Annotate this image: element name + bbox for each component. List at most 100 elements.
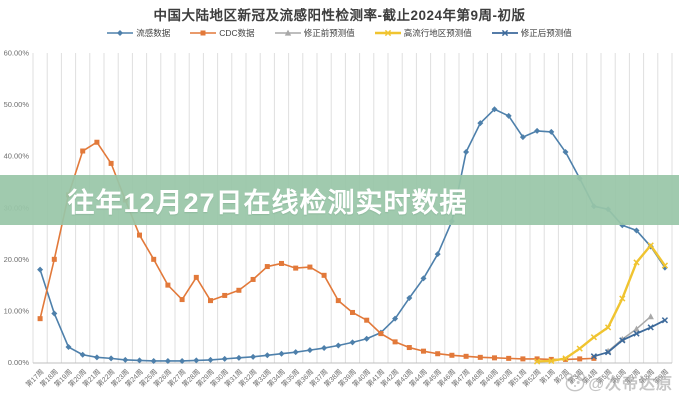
y-axis-label: 20.00% [4, 255, 30, 264]
data-point-cdc-data [279, 260, 284, 266]
data-point-flu-data [463, 149, 470, 156]
data-point-cdc-data [364, 317, 370, 323]
chart-title: 中国大陆地区新冠及流感阳性检测率-截止2024年第9周-初版 [153, 8, 526, 23]
data-point-flu-data [321, 345, 328, 352]
y-axis-label: 10.00% [4, 306, 30, 315]
data-point-high-prevalence-forecast [576, 345, 583, 352]
data-point-flu-data [534, 127, 541, 134]
data-point-high-prevalence-forecast [619, 295, 626, 302]
data-point-cdc-data [463, 353, 469, 359]
data-point-cdc-data [151, 256, 157, 262]
data-point-cdc-data [392, 339, 398, 345]
data-point-flu-data [349, 339, 356, 346]
legend-item-pre-correction-forecast: 修正前预测值 [274, 27, 355, 39]
data-point-high-prevalence-forecast [633, 259, 640, 266]
data-point-post-correction-forecast [604, 349, 612, 356]
data-point-cdc-data [236, 287, 242, 293]
data-point-cdc-data [321, 272, 327, 278]
data-point-flu-data [633, 227, 640, 234]
data-point-flu-data [150, 357, 157, 364]
data-point-flu-data [250, 353, 257, 360]
data-point-flu-data [562, 149, 569, 156]
y-axis-label: 50.00% [4, 100, 30, 109]
data-point-cdc-data [350, 309, 355, 315]
data-point-flu-data [477, 120, 484, 127]
data-point-cdc-data [193, 274, 199, 280]
data-point-cdc-data [335, 298, 341, 304]
data-point-cdc-data [108, 160, 114, 166]
data-point-flu-data [221, 355, 228, 362]
data-point-flu-data [207, 356, 214, 363]
data-point-flu-data [264, 352, 271, 359]
data-point-flu-data [306, 347, 313, 354]
data-point-flu-data [335, 342, 342, 349]
data-point-flu-data [108, 355, 115, 362]
legend-item-post-correction-forecast: 修正后预测值 [491, 27, 572, 39]
data-point-flu-data [179, 357, 186, 364]
data-point-flu-data [392, 315, 399, 322]
data-point-cdc-data [577, 356, 583, 362]
data-point-cdc-data [208, 298, 213, 304]
data-point-flu-data [79, 351, 86, 358]
legend-marker-cdc-data [190, 30, 217, 36]
data-point-flu-data [65, 344, 72, 351]
data-point-flu-data [93, 354, 100, 361]
data-point-flu-data [420, 275, 427, 282]
data-point-flu-data [519, 134, 526, 141]
data-point-post-correction-forecast [590, 353, 598, 360]
data-point-cdc-data [378, 331, 384, 337]
data-point-flu-data [548, 128, 555, 135]
data-point-cdc-data [477, 354, 483, 360]
data-point-cdc-data [534, 356, 540, 362]
data-point-cdc-data [137, 232, 142, 238]
overlay-banner: 往年12月27日在线检测实时数据 [0, 175, 679, 225]
legend-label-flu-data: 流感数据 [136, 28, 171, 38]
data-point-cdc-data [449, 352, 455, 358]
data-point-cdc-data [421, 348, 426, 354]
data-point-cdc-data [492, 355, 497, 361]
data-point-pre-correction-forecast [647, 313, 654, 320]
data-point-high-prevalence-forecast [590, 334, 598, 341]
data-point-cdc-data [264, 264, 270, 270]
data-point-flu-data [193, 357, 200, 364]
data-point-cdc-data [179, 297, 185, 303]
data-point-cdc-data [506, 355, 512, 361]
data-point-high-prevalence-forecast [562, 355, 569, 362]
legend-item-cdc-data: CDC数据 [190, 27, 255, 39]
data-point-cdc-data [435, 351, 441, 357]
y-axis-label: 40.00% [4, 152, 30, 161]
data-point-flu-data [363, 335, 370, 342]
data-point-flu-data [406, 295, 413, 302]
series-line-high-prevalence-forecast [537, 244, 666, 363]
data-point-cdc-data [307, 264, 313, 270]
data-point-cdc-data [37, 316, 43, 322]
legend-item-high-prevalence-forecast: 高流行地区预测值 [374, 27, 472, 39]
legend-marker-high-prevalence-forecast [374, 29, 401, 37]
legend-label-high-prevalence-forecast: 高流行地区预测值 [403, 28, 472, 38]
data-point-cdc-data [250, 276, 256, 282]
data-point-cdc-data [406, 345, 412, 351]
overlay-text: 往年12月27日在线检测实时数据 [67, 187, 468, 218]
data-point-flu-data [278, 350, 285, 357]
legend-marker-post-correction-forecast [491, 29, 518, 37]
data-point-flu-data [164, 357, 171, 364]
data-point-cdc-data [293, 265, 299, 271]
data-point-flu-data [37, 266, 44, 273]
data-point-cdc-data [51, 256, 57, 262]
data-point-high-prevalence-forecast [548, 357, 555, 365]
data-point-high-prevalence-forecast [533, 358, 541, 365]
legend-marker-flu-data [107, 30, 134, 36]
y-axis-label: 0.00% [8, 358, 30, 367]
data-point-cdc-data [548, 356, 554, 362]
data-point-cdc-data [165, 282, 171, 288]
legend-marker-pre-correction-forecast [274, 29, 301, 36]
data-point-post-correction-forecast [661, 317, 669, 324]
data-point-cdc-data [222, 292, 228, 298]
data-point-flu-data [51, 310, 58, 317]
series-line-post-correction-forecast [593, 319, 666, 358]
watermark-text: @次帝达原 [588, 376, 673, 393]
data-point-pre-correction-forecast [633, 325, 640, 332]
chart-legend: 流感数据 CDC数据 修正前预测值 高流行地区预测值 修正后预测值 [0, 27, 679, 39]
data-point-flu-data [292, 349, 299, 356]
y-axis-label: 60.00% [4, 49, 30, 58]
